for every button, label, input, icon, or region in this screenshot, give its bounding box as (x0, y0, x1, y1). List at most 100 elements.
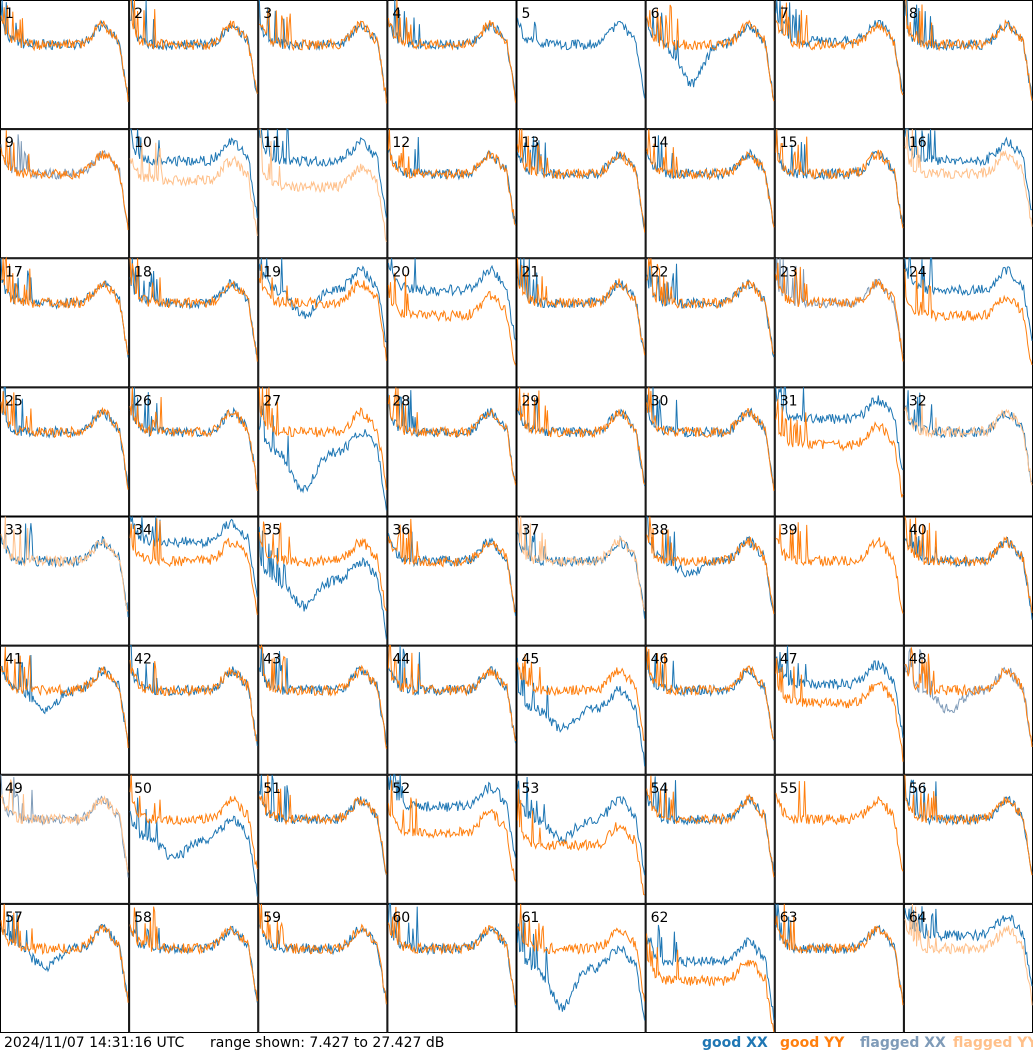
timestamp: 2024/11/07 14:31:16 UTC (4, 1035, 185, 1051)
panel-number: 36 (392, 523, 410, 539)
panel-frame (258, 774, 388, 904)
series-yy-line (517, 903, 646, 1002)
panel-39: 39 (774, 516, 904, 646)
panel-62: 62 (645, 903, 775, 1033)
panel-frame (387, 645, 517, 775)
panel-number: 60 (392, 910, 410, 926)
panel-55: 55 (774, 774, 904, 904)
series-xx-line (517, 527, 646, 619)
legend-good-xx: good XX (702, 1035, 768, 1051)
series-xx-line (904, 390, 1033, 483)
panel-frame (516, 903, 646, 1033)
series-xx-line (775, 386, 904, 471)
series-xx-line (258, 128, 387, 218)
panel-frame (129, 516, 259, 646)
series-xx-line (0, 911, 129, 999)
series-yy-line (129, 387, 258, 491)
panel-frame (387, 387, 517, 517)
panel-14: 14 (645, 129, 775, 259)
panel-35: 35 (258, 516, 388, 646)
series-yy-line (0, 391, 129, 490)
panel-29: 29 (516, 387, 646, 517)
panel-frame (774, 774, 904, 904)
legend-flagged-xx: flagged XX (860, 1035, 946, 1051)
panel-16: 16 (903, 128, 1033, 259)
panel-32: 32 (903, 387, 1033, 517)
panel-frame (516, 516, 646, 646)
panel-number: 30 (651, 393, 669, 409)
series-yy-line (0, 5, 129, 102)
series-yy-line (387, 272, 516, 366)
series-yy-line (0, 130, 129, 231)
panel-number: 43 (263, 652, 281, 668)
panel-4: 4 (387, 0, 517, 130)
panel-48: 48 (903, 645, 1033, 775)
panel-number: 49 (5, 781, 23, 797)
panel-frame (0, 774, 130, 904)
range-text: range shown: 7.427 to 27.427 dB (210, 1035, 445, 1051)
panel-28: 28 (387, 387, 517, 517)
panel-frame (129, 645, 259, 775)
series-yy-line (517, 516, 646, 612)
panel-5: 5 (516, 0, 646, 130)
panel-frame (0, 129, 130, 259)
panel-number: 31 (780, 393, 798, 409)
series-yy-line (646, 647, 775, 740)
series-yy-line (0, 903, 129, 1003)
panel-20: 20 (387, 258, 517, 388)
panel-number: 39 (780, 523, 798, 539)
panel-63: 63 (774, 903, 904, 1033)
series-yy-line (129, 258, 258, 362)
series-xx-line (775, 645, 904, 738)
series-xx-line (517, 657, 646, 767)
panel-23: 23 (774, 258, 904, 388)
panel-frame (0, 387, 130, 517)
panel-54: 54 (645, 774, 775, 904)
series-yy-line (646, 933, 775, 1033)
panel-61: 61 (516, 903, 646, 1033)
panel-frame (903, 0, 1033, 130)
panel-frame (774, 129, 904, 259)
panel-number: 58 (134, 910, 152, 926)
panel-frame (258, 129, 388, 259)
panel-frame (0, 0, 130, 130)
series-yy-line (646, 775, 775, 878)
panel-number: 46 (651, 652, 669, 668)
panel-34: 34 (129, 516, 259, 646)
series-yy-line (258, 521, 387, 612)
panel-38: 38 (645, 516, 775, 646)
series-xx-line (0, 0, 129, 97)
panel-46: 46 (645, 645, 775, 775)
panel-number: 10 (134, 135, 152, 151)
panel-number: 62 (651, 910, 669, 926)
series-yy-line (775, 262, 904, 362)
panel-10: 10 (129, 128, 259, 259)
series-yy-line (387, 906, 516, 1006)
series-yy-line (904, 268, 1033, 366)
series-xx-line (0, 134, 129, 224)
series-xx-line (517, 397, 646, 487)
panel-number: 41 (5, 652, 23, 668)
panel-frame (645, 774, 775, 904)
panel-number: 13 (522, 135, 540, 151)
panel-number: 25 (5, 393, 23, 409)
series-yy-line (258, 264, 387, 361)
series-yy-line (387, 780, 516, 882)
series-xx-line (646, 924, 775, 1021)
panel-number: 4 (392, 6, 401, 22)
panel-43: 43 (258, 644, 388, 775)
series-xx-line (387, 258, 516, 341)
panel-number: 11 (263, 135, 281, 151)
panel-number: 17 (5, 264, 23, 280)
panel-frame (516, 258, 646, 388)
panel-56: 56 (903, 774, 1033, 904)
series-yy-line (129, 906, 258, 1002)
series-yy-line (646, 4, 775, 102)
panel-number: 56 (909, 781, 927, 797)
panel-57: 57 (0, 903, 130, 1033)
series-xx-line (904, 0, 1033, 101)
series-xx-line (258, 402, 387, 511)
panel-42: 42 (129, 645, 259, 775)
panel-frame (129, 387, 259, 517)
